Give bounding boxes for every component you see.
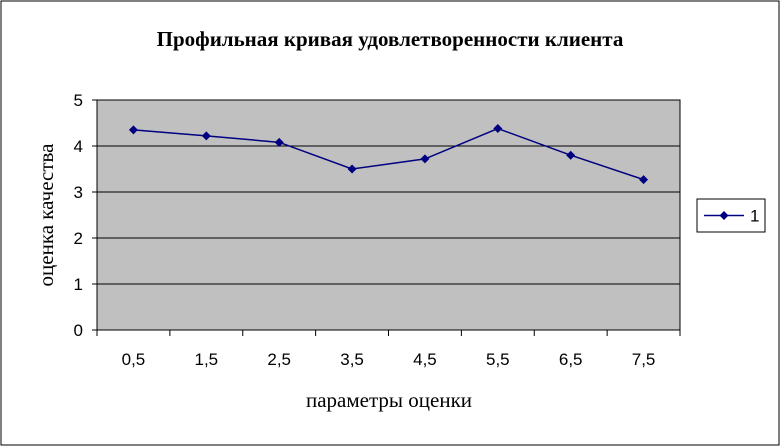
data-point xyxy=(420,154,430,164)
gridlines xyxy=(97,145,680,285)
data-point xyxy=(639,175,649,185)
x-tick-label: 0,5 xyxy=(122,350,146,369)
y-axis: 0 1 2 3 4 5 xyxy=(74,91,98,340)
data-point xyxy=(566,150,576,160)
x-tick-label: 6,5 xyxy=(559,350,583,369)
chart-title: Профильная кривая удовлетворенности клие… xyxy=(157,27,624,51)
plot-area xyxy=(96,99,681,331)
data-point xyxy=(128,125,138,135)
series-line xyxy=(133,127,644,181)
legend-label: 1 xyxy=(750,207,759,226)
y-axis-title: оценка качества xyxy=(34,143,58,287)
y-tick-label: 0 xyxy=(74,321,83,340)
legend-marker xyxy=(719,211,729,220)
y-tick-label: 4 xyxy=(74,137,83,156)
data-point xyxy=(347,164,357,174)
y-tick-label: 5 xyxy=(74,91,83,110)
legend: 1 xyxy=(696,198,766,233)
y-tick-label: 1 xyxy=(74,275,83,294)
x-tick-label: 5,5 xyxy=(486,350,510,369)
series-layer xyxy=(128,124,649,185)
y-tick-label: 3 xyxy=(74,183,83,202)
x-tick-label: 3,5 xyxy=(340,350,364,369)
data-point xyxy=(274,137,284,147)
data-point xyxy=(201,131,211,141)
x-tick-label: 4,5 xyxy=(413,350,437,369)
x-tick-label: 1,5 xyxy=(194,350,218,369)
x-tick-label: 7,5 xyxy=(632,350,656,369)
x-axis: 0,5 1,5 2,5 3,5 4,5 5,5 6,5 7,5 xyxy=(96,329,681,369)
x-axis-title: параметры оценки xyxy=(306,388,472,412)
x-tick-label: 2,5 xyxy=(267,350,291,369)
data-point xyxy=(493,124,503,134)
y-tick-label: 2 xyxy=(74,229,83,248)
